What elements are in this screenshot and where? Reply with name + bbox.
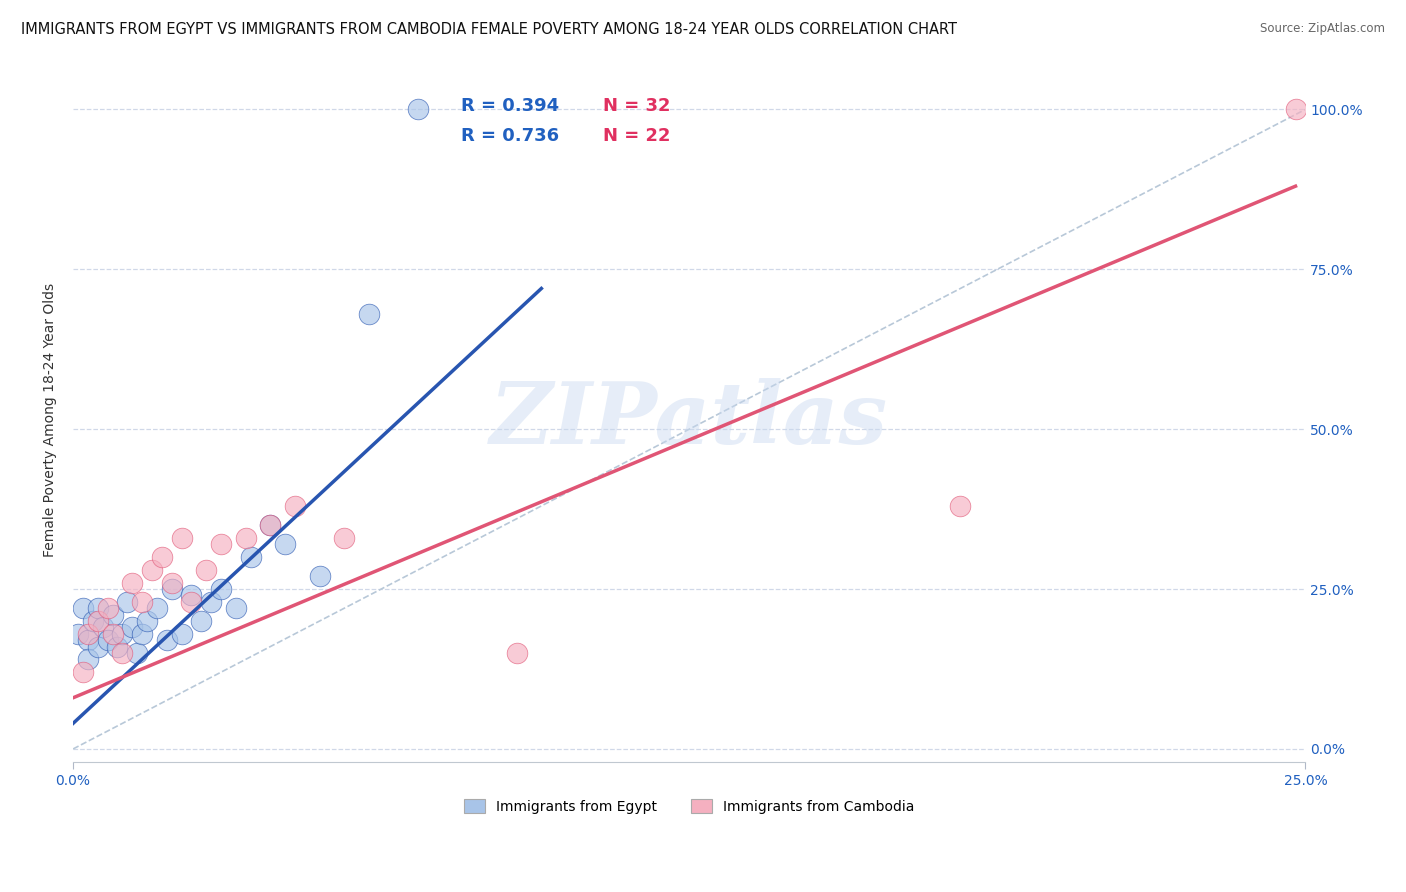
Point <box>66 627 89 641</box>
Point <box>200 595 222 609</box>
Point <box>72 601 94 615</box>
Point <box>111 646 134 660</box>
Point <box>101 607 124 622</box>
Point <box>170 531 193 545</box>
Point <box>136 614 159 628</box>
Point <box>239 550 262 565</box>
Point <box>111 627 134 641</box>
Point <box>117 595 139 609</box>
Legend: Immigrants from Egypt, Immigrants from Cambodia: Immigrants from Egypt, Immigrants from C… <box>454 789 925 823</box>
Point <box>82 614 104 628</box>
Point <box>72 665 94 680</box>
Point <box>156 633 179 648</box>
Point <box>259 518 281 533</box>
Text: R = 0.394: R = 0.394 <box>461 97 560 115</box>
Text: N = 32: N = 32 <box>603 97 671 115</box>
Point <box>77 633 100 648</box>
Point <box>949 499 972 513</box>
Point <box>131 627 153 641</box>
Point <box>121 575 143 590</box>
Point <box>87 640 110 654</box>
Point <box>141 563 163 577</box>
Point <box>333 531 356 545</box>
Point <box>180 595 202 609</box>
Point <box>107 640 129 654</box>
Point <box>259 518 281 533</box>
Point <box>209 537 232 551</box>
Text: N = 22: N = 22 <box>603 127 671 145</box>
Text: Source: ZipAtlas.com: Source: ZipAtlas.com <box>1260 22 1385 36</box>
Point <box>225 601 247 615</box>
Point <box>357 307 380 321</box>
Point <box>180 589 202 603</box>
Y-axis label: Female Poverty Among 18-24 Year Olds: Female Poverty Among 18-24 Year Olds <box>44 283 58 557</box>
Point <box>506 646 529 660</box>
Point <box>77 627 100 641</box>
Point <box>160 575 183 590</box>
Point <box>91 620 114 634</box>
Point <box>195 563 218 577</box>
Point <box>274 537 297 551</box>
Point <box>284 499 307 513</box>
Point <box>406 103 429 117</box>
Point <box>308 569 330 583</box>
Point <box>190 614 212 628</box>
Text: ZIPatlas: ZIPatlas <box>491 378 889 461</box>
Point <box>170 627 193 641</box>
Point <box>87 614 110 628</box>
Point <box>87 601 110 615</box>
Point <box>209 582 232 596</box>
Text: R = 0.736: R = 0.736 <box>461 127 560 145</box>
Point <box>97 633 120 648</box>
Point <box>160 582 183 596</box>
Point <box>77 652 100 666</box>
Text: IMMIGRANTS FROM EGYPT VS IMMIGRANTS FROM CAMBODIA FEMALE POVERTY AMONG 18-24 YEA: IMMIGRANTS FROM EGYPT VS IMMIGRANTS FROM… <box>21 22 957 37</box>
Point <box>146 601 169 615</box>
Point <box>97 601 120 615</box>
Point <box>101 627 124 641</box>
Point <box>127 646 149 660</box>
Point <box>121 620 143 634</box>
Point <box>1284 103 1306 117</box>
Point <box>235 531 257 545</box>
Point <box>131 595 153 609</box>
Point <box>150 550 173 565</box>
